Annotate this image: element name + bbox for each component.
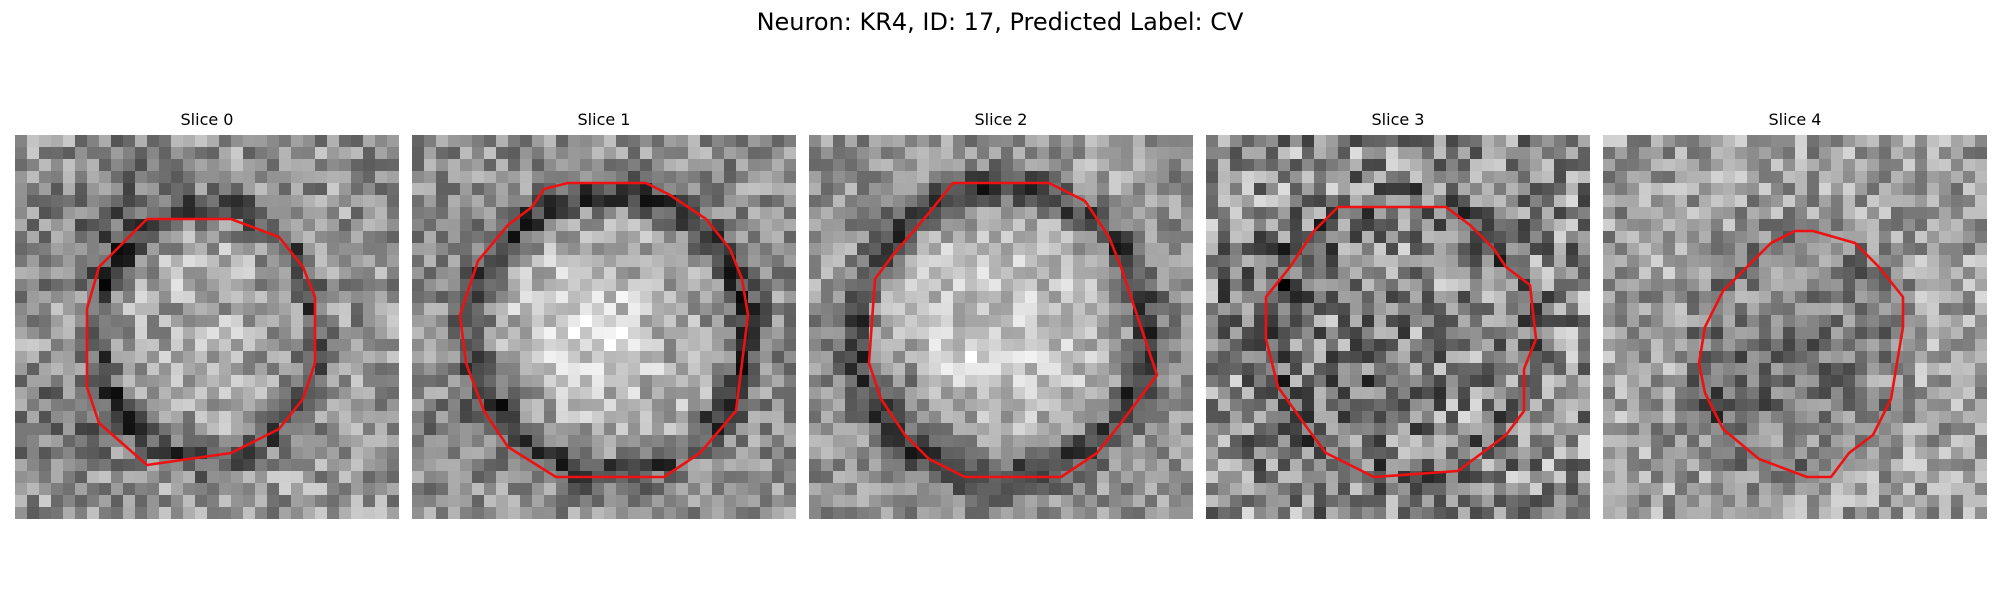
slice-panel-3: Slice 3 <box>1206 110 1590 519</box>
segmentation-contour <box>85 217 317 467</box>
slice-panel-2: Slice 2 <box>809 110 1193 519</box>
segmentation-contour <box>1264 205 1538 479</box>
figure-title: Neuron: KR4, ID: 17, Predicted Label: CV <box>756 8 1244 36</box>
slice-image <box>1603 135 1987 519</box>
slice-image <box>412 135 796 519</box>
slice-title: Slice 2 <box>974 110 1028 129</box>
slice-image <box>15 135 399 519</box>
slice-image <box>809 135 1193 519</box>
slice-title: Slice 3 <box>1371 110 1425 129</box>
slice-title: Slice 1 <box>577 110 631 129</box>
segmentation-contour <box>867 181 1159 479</box>
slice-panel-0: Slice 0 <box>15 110 399 519</box>
slice-title: Slice 0 <box>180 110 234 129</box>
segmentation-contour <box>458 181 750 479</box>
slice-image <box>1206 135 1590 519</box>
slice-title: Slice 4 <box>1768 110 1822 129</box>
slice-panel-1: Slice 1 <box>412 110 796 519</box>
segmentation-contour <box>1697 229 1905 479</box>
slice-panel-4: Slice 4 <box>1603 110 1987 519</box>
